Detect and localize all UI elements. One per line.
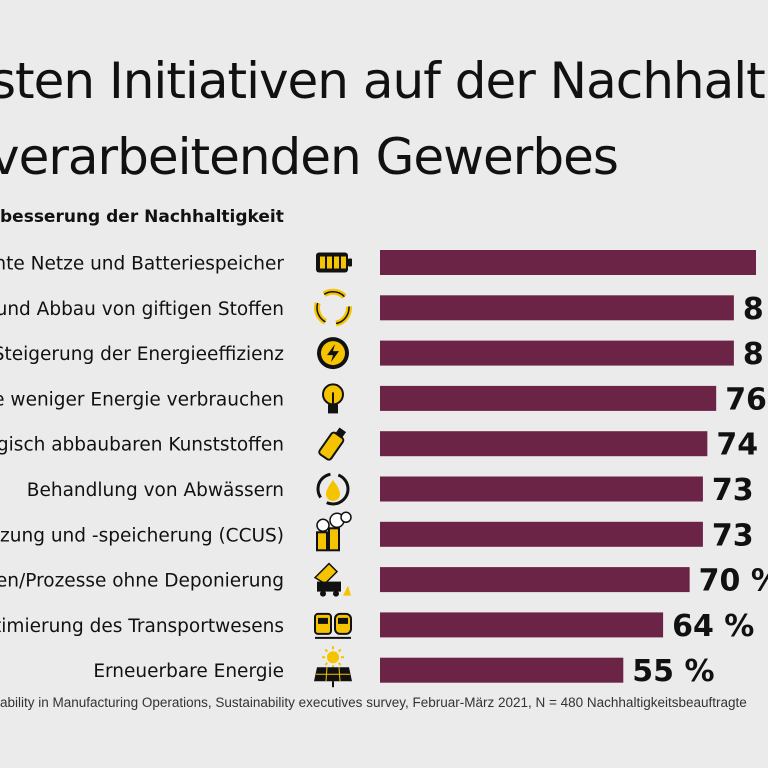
category-label-2: Steigerung der Energieeffizienz [0, 344, 284, 365]
value-label-9: 55 % [632, 654, 714, 689]
category-label-5: Behandlung von Abwässern [27, 480, 284, 501]
category-label-1: und Abbau von giftigen Stoffen [0, 299, 284, 320]
bar-4 [380, 431, 708, 457]
value-label-7: 70 % [699, 564, 768, 599]
energy-gear-icon [317, 337, 349, 370]
bottle-icon [318, 427, 347, 461]
value-label-6: 73 [712, 518, 754, 553]
bar-1 [380, 295, 734, 321]
value-label-1: 8 [743, 292, 764, 327]
source-note: ability in Manufacturing Operations, Sus… [0, 695, 747, 710]
value-label-8: 64 % [672, 609, 754, 644]
value-label-5: 73 [712, 473, 754, 508]
water-cycle-icon [316, 472, 350, 506]
bar-5 [380, 476, 703, 502]
bus-train-icon [314, 612, 352, 639]
value-label-4: 74 [716, 428, 758, 463]
factory-icon [316, 511, 352, 552]
category-label-4: gisch abbaubaren Kunststoffen [0, 435, 284, 456]
recycle-icon [314, 288, 352, 327]
bar-6 [380, 521, 703, 547]
category-label-7: en/Prozesse ohne Deponierung [0, 571, 284, 592]
value-label-3: 76 [725, 382, 767, 417]
bar-8 [380, 612, 664, 638]
bar-2 [380, 340, 734, 366]
category-label-6: zung und -speicherung (CCUS) [0, 525, 284, 546]
category-label-8: timierung des Transportwesens [0, 616, 284, 637]
category-label-9: Erneuerbare Energie [93, 661, 284, 682]
bar-9 [380, 657, 624, 683]
lightbulb-icon [322, 383, 344, 414]
title-line-2: verarbeitenden Gewerbes [0, 128, 619, 186]
bar-0 [380, 250, 756, 275]
bar-7 [380, 567, 690, 593]
chart-subtitle: besserung der Nachhaltigkeit [0, 207, 284, 227]
category-label-3: e weniger Energie verbrauchen [0, 389, 284, 410]
value-label-2: 8 [743, 337, 764, 372]
solar-panel-icon [314, 646, 352, 688]
battery-icon [316, 252, 352, 273]
dump-truck-icon [313, 562, 351, 597]
bar-3 [380, 385, 717, 411]
title-line-1: sten Initiativen auf der Nachhalt [0, 52, 766, 110]
category-label-0: nte Netze und Batteriespeicher [0, 254, 284, 275]
